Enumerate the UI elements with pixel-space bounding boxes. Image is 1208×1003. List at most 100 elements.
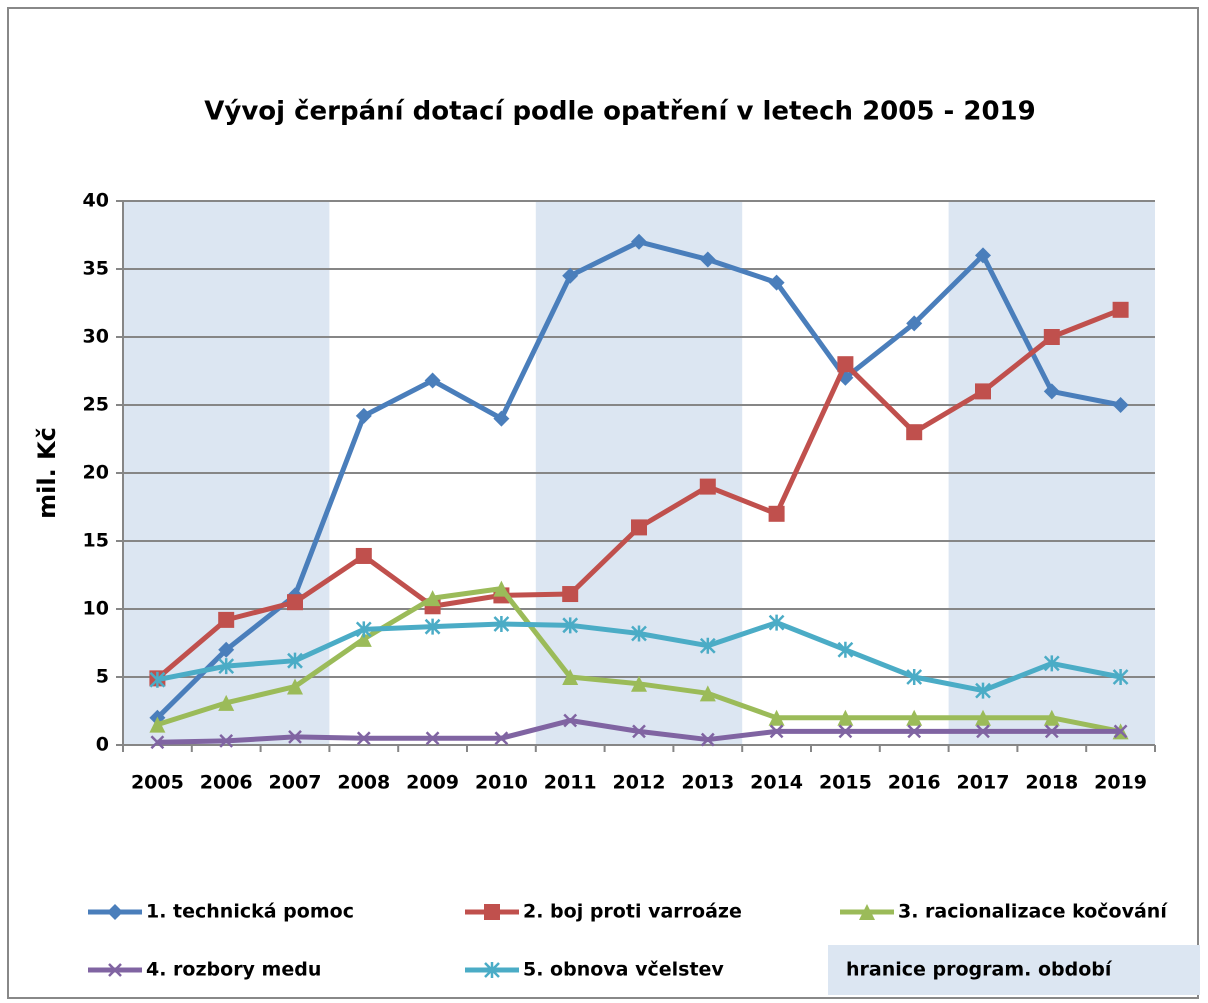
x-tick-label: 2012 xyxy=(613,772,666,794)
marker xyxy=(108,963,122,977)
marker xyxy=(906,709,923,726)
marker xyxy=(355,407,372,424)
marker xyxy=(768,709,785,726)
marker xyxy=(768,505,785,522)
y-tick-label: 0 xyxy=(96,734,109,756)
marker xyxy=(484,904,500,920)
marker xyxy=(149,716,166,733)
marker xyxy=(906,669,923,685)
marker xyxy=(562,617,579,634)
y-axis-label: mil. Kč xyxy=(33,427,61,519)
marker xyxy=(1113,724,1128,739)
y-tick-label: 20 xyxy=(83,462,109,484)
marker xyxy=(484,962,500,978)
marker xyxy=(768,274,785,291)
y-tick-label: 10 xyxy=(83,598,109,620)
y-tick-label: 25 xyxy=(83,394,109,416)
marker xyxy=(424,372,441,389)
y-tick-label: 40 xyxy=(83,190,109,212)
marker xyxy=(699,637,716,654)
marker xyxy=(1043,383,1060,400)
marker xyxy=(494,731,509,746)
x-tick-label: 2014 xyxy=(750,772,803,794)
marker xyxy=(493,615,510,632)
marker xyxy=(907,724,922,739)
marker xyxy=(563,713,578,728)
x-tick-label: 2008 xyxy=(337,772,390,794)
marker xyxy=(975,383,991,400)
marker xyxy=(493,580,510,597)
marker xyxy=(1043,709,1060,726)
y-tick-label: 15 xyxy=(83,530,109,552)
marker xyxy=(631,675,647,692)
marker xyxy=(837,709,854,726)
legend-period-label: hranice program. období xyxy=(846,959,1113,981)
marker xyxy=(107,904,123,920)
marker xyxy=(356,731,371,746)
x-tick-label: 2007 xyxy=(269,772,322,794)
x-tick-label: 2006 xyxy=(200,772,253,794)
marker xyxy=(837,641,854,658)
marker xyxy=(219,734,234,748)
marker xyxy=(424,590,441,607)
x-tick-label: 2011 xyxy=(544,772,597,794)
marker xyxy=(769,724,784,739)
marker xyxy=(768,614,785,631)
chart-title: Vývoj čerpání dotací podle opatření v le… xyxy=(204,97,1035,127)
marker xyxy=(355,630,372,647)
legend-period-box xyxy=(828,945,1200,995)
marker xyxy=(218,611,235,628)
y-tick-label: 35 xyxy=(83,258,109,280)
marker xyxy=(562,669,579,685)
marker xyxy=(562,267,579,284)
x-tick-label: 2015 xyxy=(819,772,872,794)
y-tick-label: 5 xyxy=(96,666,109,688)
marker xyxy=(699,251,716,268)
x-tick-label: 2018 xyxy=(1025,772,1078,794)
marker xyxy=(287,594,303,611)
marker xyxy=(699,478,716,495)
marker xyxy=(424,618,441,635)
marker xyxy=(493,410,510,427)
x-tick-label: 2009 xyxy=(406,772,459,794)
marker xyxy=(906,424,923,441)
marker xyxy=(355,621,372,638)
marker xyxy=(1112,669,1129,685)
marker xyxy=(859,904,875,920)
marker xyxy=(631,519,647,536)
marker xyxy=(562,586,579,603)
marker xyxy=(287,652,303,669)
marker xyxy=(838,724,853,739)
marker xyxy=(699,685,716,702)
marker xyxy=(1044,724,1059,739)
marker xyxy=(1112,301,1129,318)
marker xyxy=(906,315,923,332)
marker xyxy=(975,709,991,726)
marker xyxy=(149,671,166,688)
marker xyxy=(631,233,647,250)
x-tick-label: 2016 xyxy=(888,772,941,794)
legend-label: 1. technická pomoc xyxy=(146,901,354,923)
marker xyxy=(975,247,991,264)
legend-label: 2. boj proti varroáze xyxy=(523,901,742,923)
legend-label: 5. obnova včelstev xyxy=(523,959,724,981)
x-tick-label: 2005 xyxy=(131,772,184,794)
marker xyxy=(837,356,854,373)
marker xyxy=(1043,655,1060,672)
y-tick-label: 30 xyxy=(83,326,109,348)
marker xyxy=(1043,329,1060,345)
legend-label: 3. racionalizace kočování xyxy=(898,901,1168,923)
marker xyxy=(975,682,991,699)
x-tick-label: 2019 xyxy=(1094,772,1147,794)
marker xyxy=(218,641,235,658)
marker xyxy=(425,731,440,746)
marker xyxy=(218,658,235,675)
marker xyxy=(700,732,715,747)
marker xyxy=(218,694,235,711)
x-tick-label: 2010 xyxy=(475,772,528,794)
legend-label: 4. rozbory medu xyxy=(146,959,321,981)
x-tick-label: 2013 xyxy=(681,772,734,794)
marker xyxy=(1112,397,1129,413)
marker xyxy=(150,735,165,750)
x-tick-label: 2017 xyxy=(957,772,1010,794)
